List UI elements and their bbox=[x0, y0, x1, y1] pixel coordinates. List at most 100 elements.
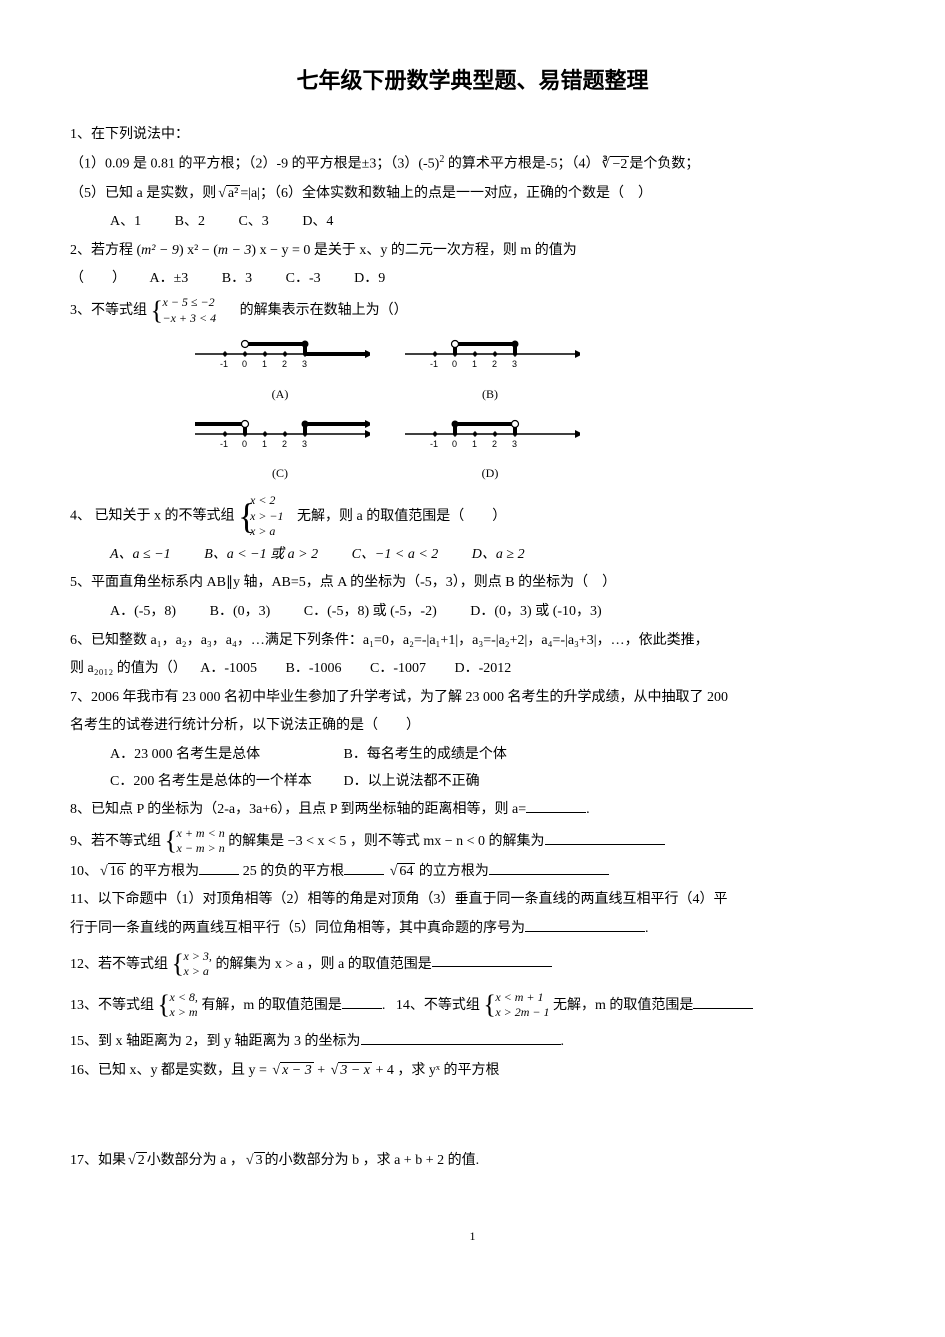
sqrt-a2-icon: a² bbox=[216, 181, 240, 208]
q4-sys2: x > −1 bbox=[250, 509, 284, 525]
svg-text:3: 3 bbox=[512, 439, 517, 449]
question-2: 2、若方程 (m² − 9) x² − (m − 3) x − y = 0 是关… bbox=[70, 238, 875, 265]
q3-tail: 的解集表示在数轴上为（） bbox=[240, 303, 408, 318]
q7-row2: C．200 名考生是总体的一个样本 D．以上说法都不正确 bbox=[110, 769, 875, 796]
question-16: 16、已知 x、y 都是实数，且 y = x − 3 + 3 − x + 4 ，… bbox=[70, 1058, 875, 1085]
q1-stmt1-3a: （1）0.09 是 0.81 的平方根；（2）-9 的平方根是±3；（3）(-5… bbox=[70, 157, 439, 172]
cbrt-neg2-icon: −2 bbox=[600, 152, 630, 179]
q2-a: 2、若方程 ( bbox=[70, 243, 141, 258]
sqrt-2-icon: 2 bbox=[126, 1148, 147, 1175]
q9-sys1: x + m < n bbox=[177, 826, 225, 842]
svg-text:-1: -1 bbox=[430, 359, 438, 369]
q8-text: 8、已知点 P 的坐标为（2-a，3a+6），且点 P 到两坐标轴的距离相等，则… bbox=[70, 802, 526, 817]
q4-optA: A、a ≤ −1 bbox=[110, 547, 171, 562]
q2-optA: A．±3 bbox=[150, 271, 189, 286]
blank bbox=[526, 798, 586, 813]
question-7-line2: 名考生的试卷进行统计分析，以下说法正确的是（ ） bbox=[70, 713, 875, 740]
q1-stmt4a: 的算术平方根是-5；（4） bbox=[444, 157, 599, 172]
question-13-14: 13、不等式组 x < 8, x > m 有解，m 的取值范围是. 14、不等式… bbox=[70, 990, 875, 1021]
svg-text:0: 0 bbox=[452, 359, 457, 369]
q1-optD: D、4 bbox=[302, 214, 333, 229]
period: . bbox=[561, 1034, 565, 1049]
q5-optD: D．(0，3) 或 (-10，3) bbox=[470, 604, 601, 619]
blank bbox=[693, 994, 753, 1009]
q12-system: x > 3, x > a bbox=[172, 949, 212, 980]
q16-b: + 4 ，求 yˣ 的平方根 bbox=[372, 1063, 499, 1078]
sqrt-16-icon: 16 bbox=[98, 859, 126, 886]
q4-optC: C、−1 < a < 2 bbox=[352, 547, 439, 562]
period: . bbox=[645, 921, 649, 936]
q2-optB: B．3 bbox=[222, 271, 252, 286]
q2-paren: （ ） bbox=[70, 271, 126, 286]
svg-text:0: 0 bbox=[242, 439, 247, 449]
question-10: 10、16 的平方根为 25 的负的平方根 64 的立方根为 bbox=[70, 859, 875, 886]
label-D: (D) bbox=[400, 462, 580, 485]
q6-optA: A．-1005 bbox=[200, 661, 257, 676]
q16-a: 16、已知 x、y 都是实数，且 y = bbox=[70, 1063, 270, 1078]
q5-optA: A．(-5，8) bbox=[110, 604, 176, 619]
svg-text:2: 2 bbox=[282, 439, 287, 449]
q5-options: A．(-5，8) B．(0，3) C．(-5，8) 或 (-5，-2) D．(0… bbox=[110, 599, 875, 626]
sqrt-x-3-icon: x − 3 bbox=[270, 1058, 313, 1085]
label-B: (B) bbox=[400, 383, 580, 406]
number-line-options: -10123 (A) -10123 (B) bbox=[190, 334, 610, 485]
sqrt-a2-arg: a² bbox=[226, 185, 240, 201]
q4-head: 4、 已知关于 x 的不等式组 bbox=[70, 509, 235, 524]
question-9: 9、若不等式组 x + m < n x − m > n 的解集是 −3 < x … bbox=[70, 826, 875, 857]
svg-text:3: 3 bbox=[512, 359, 517, 369]
q9-head: 9、若不等式组 bbox=[70, 834, 161, 849]
q17-sqrt3: 3 bbox=[254, 1152, 265, 1168]
q10-d: 的立方根为 bbox=[415, 864, 489, 879]
numline-C: -10123 (C) bbox=[190, 414, 370, 485]
question-12: 12、若不等式组 x > 3, x > a 的解集为 x > a ，则 a 的取… bbox=[70, 949, 875, 980]
blank bbox=[344, 860, 384, 875]
plus: + bbox=[314, 1063, 329, 1078]
q4-system: x < 2 x > −1 x > a bbox=[238, 493, 284, 540]
q17-a: 17、如果 bbox=[70, 1153, 126, 1168]
q3-sys1: x − 5 ≤ −2 bbox=[163, 295, 217, 311]
svg-text:2: 2 bbox=[492, 359, 497, 369]
q13-sys2: x > m bbox=[170, 1005, 198, 1021]
q13-sys1: x < 8, bbox=[170, 990, 198, 1006]
q14-system: x < m + 1 x > 2m − 1 bbox=[483, 990, 549, 1021]
q2-options: （ ） A．±3 B．3 C．-3 D．9 bbox=[70, 266, 875, 293]
numline-D: -10123 (D) bbox=[400, 414, 580, 485]
q10-c: 25 的负的平方根 bbox=[243, 864, 345, 879]
q6-optD: D．-2012 bbox=[455, 661, 512, 676]
q1-line2: （5）已知 a 是实数，则a²=|a|；（6）全体实数和数轴上的点是一一对应，正… bbox=[70, 181, 875, 208]
q2-m-3: m − 3 bbox=[218, 243, 252, 258]
q4-optD: D、a ≥ 2 bbox=[472, 547, 525, 562]
label-C: (C) bbox=[190, 462, 370, 485]
q6-l2a: 则 a₂₀₁₂ 的值为（） bbox=[70, 661, 187, 676]
q5-optB: B．(0，3) bbox=[210, 604, 271, 619]
numline-C-svg: -10123 bbox=[190, 414, 370, 452]
q12-sys2: x > a bbox=[184, 964, 212, 980]
blank bbox=[525, 917, 645, 932]
q7-optC: C．200 名考生是总体的一个样本 bbox=[110, 769, 340, 796]
question-11-line2: 行于同一条直线的两直线互相平行（5）同位角相等，其中真命题的序号为. bbox=[70, 916, 875, 943]
q4-optB: B、a < −1 或 a > 2 bbox=[204, 547, 318, 562]
question-6-line2: 则 a₂₀₁₂ 的值为（） A．-1005 B．-1006 C．-1007 D．… bbox=[70, 656, 875, 683]
sqrt-64-icon: 64 bbox=[388, 859, 416, 886]
q14-head: 14、不等式组 bbox=[396, 998, 480, 1013]
q11-l2: 行于同一条直线的两直线互相平行（5）同位角相等，其中真命题的序号为 bbox=[70, 921, 525, 936]
q1-options: A、1 B、2 C、3 D、4 bbox=[110, 209, 875, 236]
sqrt64-arg: 64 bbox=[397, 863, 415, 879]
q3-head: 3、不等式组 bbox=[70, 303, 147, 318]
question-4: 4、 已知关于 x 的不等式组 x < 2 x > −1 x > a 无解，则 … bbox=[70, 493, 875, 540]
q12-head: 12、若不等式组 bbox=[70, 956, 168, 971]
q5-optC: C．(-5，8) 或 (-5，-2) bbox=[304, 604, 437, 619]
period: . bbox=[382, 998, 386, 1013]
q2-optC: C．-3 bbox=[286, 271, 321, 286]
blank bbox=[432, 952, 552, 967]
q7-row1: A．23 000 名考生是总体 B．每名考生的成绩是个体 bbox=[110, 742, 875, 769]
q13-head: 13、不等式组 bbox=[70, 998, 154, 1013]
svg-text:-1: -1 bbox=[430, 439, 438, 449]
q4-options: A、a ≤ −1 B、a < −1 或 a > 2 C、−1 < a < 2 D… bbox=[110, 542, 875, 569]
q13-mid: 有解，m 的取值范围是 bbox=[201, 998, 341, 1013]
q1-stmt4b: 是个负数； bbox=[629, 157, 699, 172]
q1-line1: （1）0.09 是 0.81 的平方根；（2）-9 的平方根是±3；（3）(-5… bbox=[70, 150, 875, 178]
q4-tail: 无解，则 a 的取值范围是（ ） bbox=[297, 509, 506, 524]
svg-text:2: 2 bbox=[492, 439, 497, 449]
q17-c: 的小数部分为 b ，求 a + b + 2 的值. bbox=[265, 1153, 480, 1168]
